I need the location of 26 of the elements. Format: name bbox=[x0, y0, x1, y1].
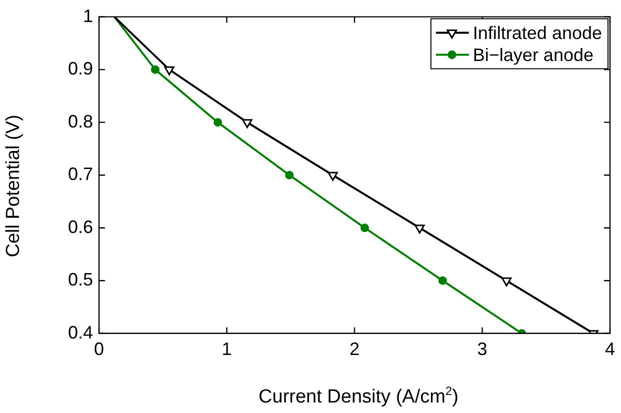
point bbox=[438, 276, 447, 285]
point bbox=[150, 65, 160, 74]
y-tick-label: 0.4 bbox=[68, 322, 94, 342]
point bbox=[414, 224, 425, 234]
x-tick-label: 1 bbox=[222, 339, 232, 360]
y-tick-label: 0.8 bbox=[68, 111, 94, 132]
legend-label: Bi−layer anode bbox=[472, 44, 594, 65]
legend-label: Infiltrated anode bbox=[472, 22, 602, 43]
point bbox=[164, 66, 174, 76]
point bbox=[285, 170, 294, 180]
x-tick-label: 0 bbox=[94, 339, 104, 360]
y-tick-label: 0.6 bbox=[68, 216, 94, 237]
point bbox=[328, 172, 338, 181]
y-axis-title: Cell Potential (V) bbox=[3, 114, 25, 260]
y-tick-label: 0.5 bbox=[68, 270, 94, 290]
x-tick-label: 4 bbox=[604, 339, 615, 360]
x-tick-label: 3 bbox=[477, 339, 488, 360]
x-axis-title: Current Density (A/cm$^{2}$) bbox=[258, 384, 460, 408]
y-tick-label: 0.7 bbox=[68, 164, 94, 184]
y-tick-label: 1 bbox=[83, 6, 94, 26]
point bbox=[501, 277, 512, 286]
point bbox=[242, 119, 252, 128]
x-tick-label: 2 bbox=[350, 339, 360, 360]
point bbox=[214, 118, 222, 127]
point bbox=[360, 224, 369, 232]
y-tick-label: 0.9 bbox=[68, 58, 94, 79]
